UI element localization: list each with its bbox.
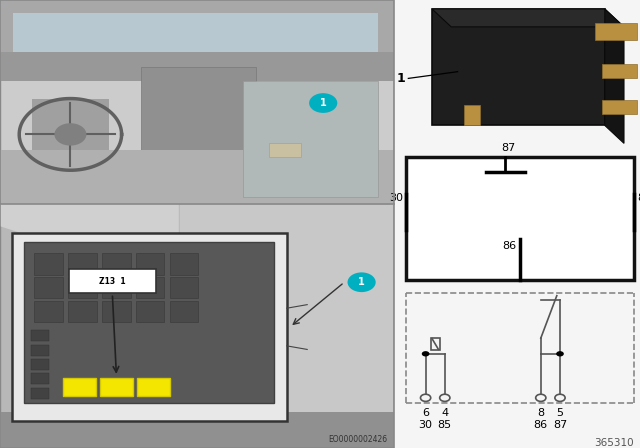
Bar <box>31 388 49 399</box>
Bar <box>136 277 164 298</box>
Polygon shape <box>0 204 394 284</box>
Bar <box>0 0 394 204</box>
Bar <box>137 378 170 396</box>
Bar <box>170 301 198 322</box>
Bar <box>68 277 97 298</box>
Text: 85: 85 <box>637 193 640 203</box>
Bar <box>31 345 49 356</box>
Circle shape <box>348 272 376 292</box>
Bar <box>394 0 640 448</box>
Text: 85: 85 <box>438 420 452 430</box>
Bar <box>68 253 97 275</box>
Bar <box>406 157 634 280</box>
Text: 365310: 365310 <box>594 438 634 448</box>
Text: 1: 1 <box>320 98 326 108</box>
Text: 86: 86 <box>534 420 548 430</box>
Circle shape <box>54 123 86 146</box>
Bar <box>31 330 49 341</box>
Polygon shape <box>179 204 394 426</box>
Bar <box>602 100 637 114</box>
Bar <box>32 99 109 179</box>
Text: 6: 6 <box>422 408 429 418</box>
Bar <box>13 13 378 58</box>
Text: Z13  1: Z13 1 <box>99 276 125 286</box>
Bar <box>34 253 63 275</box>
Text: 86: 86 <box>502 241 517 251</box>
Bar <box>0 412 394 448</box>
Bar <box>69 269 156 293</box>
Bar <box>431 338 440 350</box>
Bar <box>31 373 49 384</box>
Polygon shape <box>432 9 624 27</box>
Bar <box>0 150 394 204</box>
Bar <box>0 52 394 81</box>
Bar <box>432 9 605 125</box>
Bar <box>100 378 133 396</box>
Bar <box>102 301 131 322</box>
Bar <box>68 301 97 322</box>
Bar <box>0 0 394 54</box>
Circle shape <box>309 93 337 113</box>
Bar <box>31 359 49 370</box>
Text: 4: 4 <box>441 408 449 418</box>
Circle shape <box>422 351 429 357</box>
Circle shape <box>556 351 564 357</box>
Bar <box>464 105 480 125</box>
Bar <box>0 204 394 448</box>
Bar <box>102 277 131 298</box>
Text: EO0000002426: EO0000002426 <box>328 435 387 444</box>
Text: 30: 30 <box>389 193 403 203</box>
Bar <box>136 253 164 275</box>
Bar <box>170 253 198 275</box>
Bar <box>269 143 301 157</box>
Bar <box>102 253 131 275</box>
Text: 87: 87 <box>553 420 567 430</box>
Bar <box>34 277 63 298</box>
Bar <box>34 301 63 322</box>
Text: 30: 30 <box>419 420 433 430</box>
Text: 1: 1 <box>396 72 405 85</box>
Text: 87: 87 <box>502 143 516 153</box>
Bar <box>602 64 637 78</box>
Bar <box>24 242 274 403</box>
Text: 1: 1 <box>358 277 365 287</box>
Bar <box>243 81 378 197</box>
Bar <box>12 233 287 421</box>
Bar <box>0 0 394 448</box>
Bar <box>141 67 256 202</box>
Polygon shape <box>605 9 624 143</box>
Text: 8: 8 <box>537 408 545 418</box>
Bar <box>170 277 198 298</box>
Bar <box>136 301 164 322</box>
Text: 5: 5 <box>557 408 563 418</box>
Bar <box>63 378 96 396</box>
Bar <box>595 23 637 40</box>
